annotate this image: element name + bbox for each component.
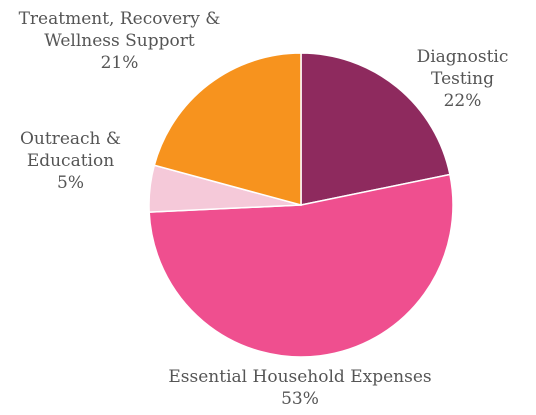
pie-slice (300, 52, 451, 206)
slice-category: Outreach & Education (19, 129, 122, 171)
slice-category: Treatment, Recovery & Wellness Support (18, 9, 221, 51)
slice-category: Diagnostic Testing (416, 47, 509, 89)
pie-slice (153, 52, 302, 206)
slice-label: Essential Household Expenses 53% (110, 366, 490, 410)
slice-percent: 22% (443, 91, 482, 111)
slice-percent: 5% (57, 173, 84, 193)
slice-label: Diagnostic Testing 22% (400, 46, 525, 112)
slice-category: Essential Household Expenses (168, 367, 432, 387)
pie-slice (148, 173, 454, 358)
slice-label: Outreach & Education 5% (8, 128, 133, 194)
slice-percent: 53% (281, 389, 319, 409)
slice-percent: 21% (100, 53, 139, 73)
slice-label: Treatment, Recovery & Wellness Support 21… (2, 8, 237, 74)
